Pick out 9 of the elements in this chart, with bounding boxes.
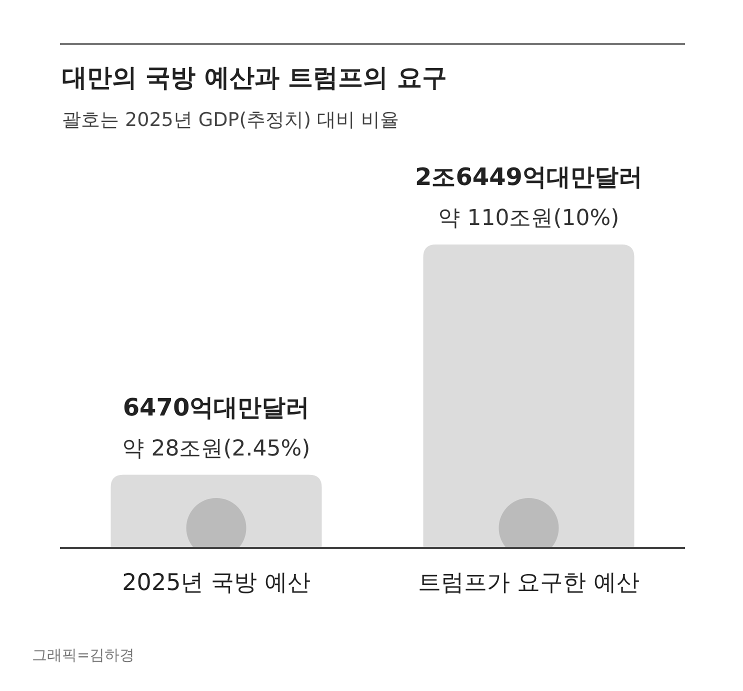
annotation: 2조6449억대만달러 — [415, 163, 642, 191]
x-tick-label: 트럼프가 요구한 예산 — [418, 570, 640, 596]
annotation: 약 110조원(10%) — [438, 206, 620, 231]
chart-title: 대만의 국방 예산과 트럼프의 요구 — [62, 63, 447, 92]
chart-subtitle: 괄호는 2025년 GDP(추정치) 대비 비율 — [62, 109, 400, 131]
annotation: 6470억대만달러 — [122, 393, 310, 422]
annotation: 약 28조원(2.45%) — [122, 436, 310, 462]
x-tick-label: 2025년 국방 예산 — [122, 570, 310, 596]
text: 그래픽=김하경 — [32, 646, 135, 664]
